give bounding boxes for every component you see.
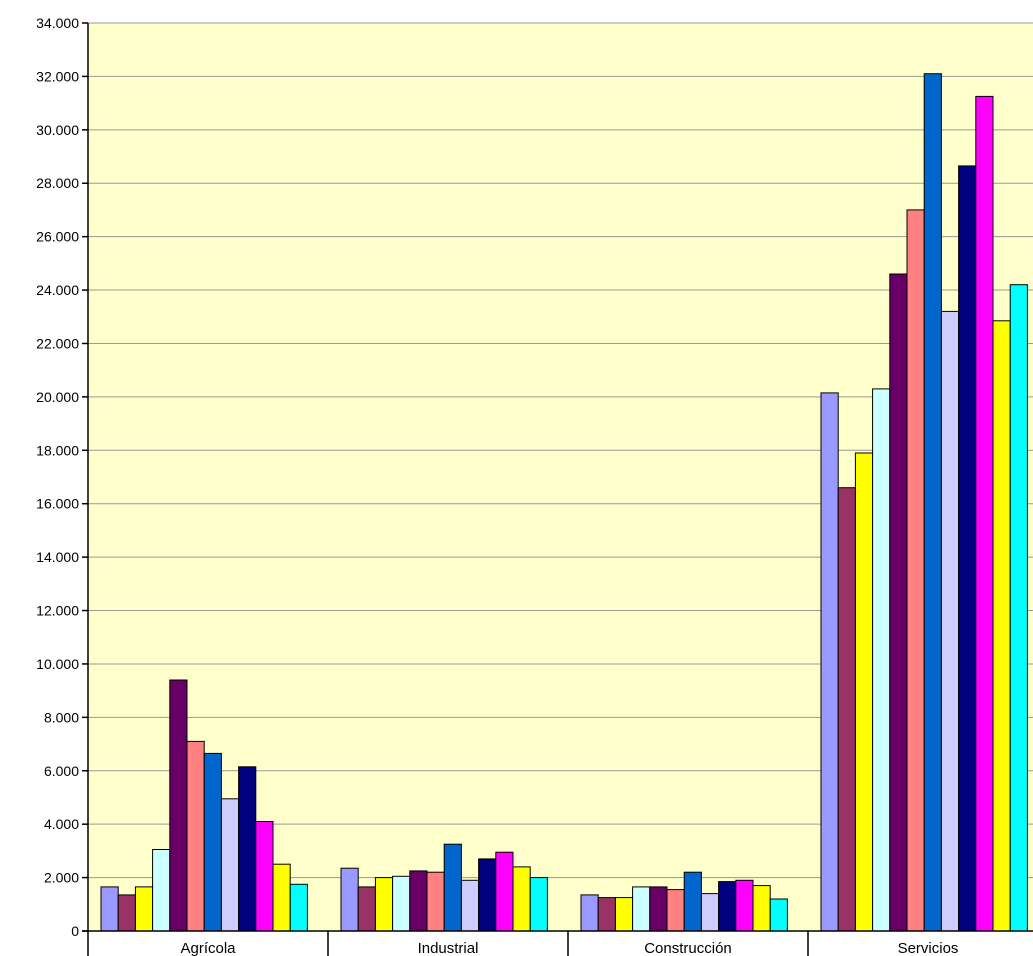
bar-series-2-agrícola bbox=[117, 894, 136, 932]
bar-series-9-industrial bbox=[478, 858, 497, 932]
bar-series-7-servicios bbox=[923, 73, 942, 932]
bar-series-1-industrial bbox=[340, 867, 359, 932]
bar-series-3-industrial bbox=[374, 877, 394, 932]
y-tick-label: 14.000 bbox=[36, 549, 79, 565]
bar-series-11-construcción bbox=[752, 885, 771, 932]
y-tick-label: 10.000 bbox=[36, 656, 79, 672]
y-tick-label: 16.000 bbox=[36, 496, 79, 512]
bar-series-3-construcción bbox=[614, 897, 634, 932]
bar-series-9-agrícola bbox=[238, 766, 257, 932]
y-tick-label: 22.000 bbox=[36, 335, 79, 351]
y-tick-label: 12.000 bbox=[36, 603, 79, 619]
y-tick-label: 32.000 bbox=[36, 68, 79, 84]
x-axis-categories: Agrícola Industrial Construcción Servicios bbox=[180, 931, 958, 956]
y-tick-label: 8.000 bbox=[44, 709, 79, 725]
axes bbox=[82, 23, 1033, 956]
x-category-label: Agrícola bbox=[180, 940, 236, 956]
bar-series-12-construcción bbox=[769, 898, 788, 932]
bar-series-2-industrial bbox=[357, 886, 376, 932]
bar-series-1-agrícola bbox=[100, 886, 119, 932]
x-category-label: Industrial bbox=[418, 940, 479, 956]
bar-series-6-industrial bbox=[426, 871, 445, 932]
y-tick-label: 18.000 bbox=[36, 442, 79, 458]
bar-series-4-industrial bbox=[392, 875, 411, 932]
y-tick-label: 34.000 bbox=[36, 15, 79, 31]
bar-series-9-construcción bbox=[718, 881, 737, 932]
bar-series-8-construcción bbox=[700, 893, 720, 932]
bar-series-3-servicios bbox=[854, 452, 874, 932]
y-tick-label: 2.000 bbox=[44, 870, 79, 886]
y-axis-ticks: 0 2.000 4.000 6.000 8.000 10.000 12.000 14.000 1… bbox=[36, 15, 88, 939]
bar-series-4-construcción bbox=[632, 886, 651, 932]
bar-series-4-servicios bbox=[872, 388, 891, 932]
bar-series-2-servicios bbox=[837, 487, 856, 932]
y-tick-label: 6.000 bbox=[44, 763, 79, 779]
bar-series-4-agrícola bbox=[152, 849, 171, 932]
bar-series-9-servicios bbox=[958, 165, 977, 932]
bar-series-6-agrícola bbox=[186, 740, 205, 932]
bar-series-11-servicios bbox=[992, 320, 1011, 932]
y-tick-label: 24.000 bbox=[36, 282, 79, 298]
y-tick-label: 30.000 bbox=[36, 122, 79, 138]
y-tick-label: 26.000 bbox=[36, 229, 79, 245]
x-category-label: Construcción bbox=[644, 940, 732, 956]
bar-series-10-construcción bbox=[735, 879, 754, 932]
bar-series-11-industrial bbox=[512, 866, 531, 932]
x-category-label: Servicios bbox=[898, 940, 959, 956]
bar-series-7-construcción bbox=[683, 871, 702, 932]
bar-series-12-servicios bbox=[1009, 284, 1028, 932]
bar-series-8-agrícola bbox=[220, 798, 240, 932]
bar-series-5-construcción bbox=[649, 886, 668, 932]
bar-series-1-servicios bbox=[820, 392, 839, 932]
bar-series-11-agrícola bbox=[272, 863, 291, 932]
bar-series-8-industrial bbox=[460, 879, 480, 932]
bar-series-10-servicios bbox=[975, 95, 994, 932]
bar-series-5-agrícola bbox=[169, 679, 188, 932]
bar-series-8-servicios bbox=[940, 310, 960, 932]
bar-series-6-servicios bbox=[906, 209, 925, 932]
y-tick-label: 20.000 bbox=[36, 389, 79, 405]
bar-series-1-construcción bbox=[580, 894, 599, 932]
bar-series-6-construcción bbox=[666, 889, 685, 932]
y-tick-label: 28.000 bbox=[36, 175, 79, 191]
bar-series-12-agrícola bbox=[289, 883, 308, 932]
bar-series-5-industrial bbox=[409, 870, 428, 932]
bar-series-5-servicios bbox=[889, 273, 908, 932]
y-tick-label: 4.000 bbox=[44, 816, 79, 832]
bar-series-10-agrícola bbox=[255, 821, 274, 932]
bar-series-7-industrial bbox=[443, 843, 462, 932]
bar-series-12-industrial bbox=[529, 877, 548, 932]
bars bbox=[100, 73, 1028, 932]
bar-series-3-agrícola bbox=[134, 886, 154, 932]
bar-series-2-construcción bbox=[597, 897, 616, 932]
bar-series-7-agrícola bbox=[203, 752, 222, 932]
bar-series-10-industrial bbox=[495, 851, 514, 932]
y-tick-label: 0 bbox=[71, 923, 79, 939]
